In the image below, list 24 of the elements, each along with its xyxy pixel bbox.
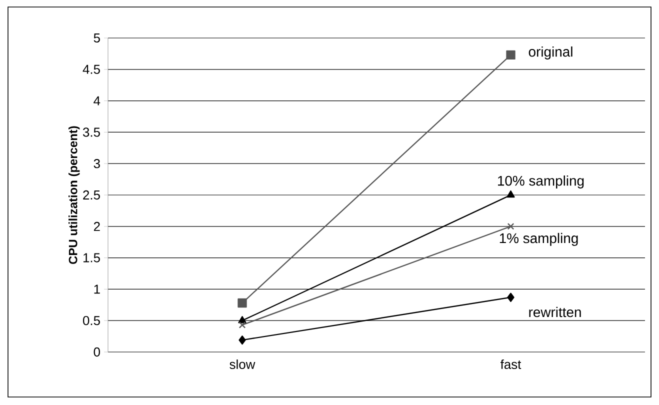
y-tick-label: 2.5 — [83, 190, 100, 200]
series-label: original — [528, 46, 572, 60]
series-label: 1% sampling — [500, 232, 578, 246]
point — [238, 298, 247, 308]
point — [238, 335, 246, 345]
y-tick-label: 1 — [94, 284, 100, 294]
series-label: rewritten — [529, 306, 581, 318]
x-tick-label: fast — [500, 360, 522, 369]
y-tick-label: 5 — [94, 33, 100, 43]
point — [506, 50, 516, 60]
x-tick-label: slow — [230, 360, 256, 370]
point — [238, 322, 246, 328]
y-tick-label: 4 — [94, 96, 100, 106]
y-tick-label: 3.5 — [82, 128, 100, 137]
y-tick-label: 0.5 — [82, 316, 100, 326]
point — [507, 292, 514, 302]
y-tick-label: 2 — [94, 222, 100, 231]
y-tick-label: 3 — [94, 159, 100, 168]
series-label: 10% sampling — [498, 175, 584, 188]
y-axis-title: CPU utilization (percent) — [68, 126, 80, 264]
point — [507, 222, 514, 230]
y-tick-label: 1.5 — [83, 253, 100, 262]
y-tick-label: 4.5 — [82, 64, 100, 74]
y-tick-label: 0 — [94, 347, 100, 357]
